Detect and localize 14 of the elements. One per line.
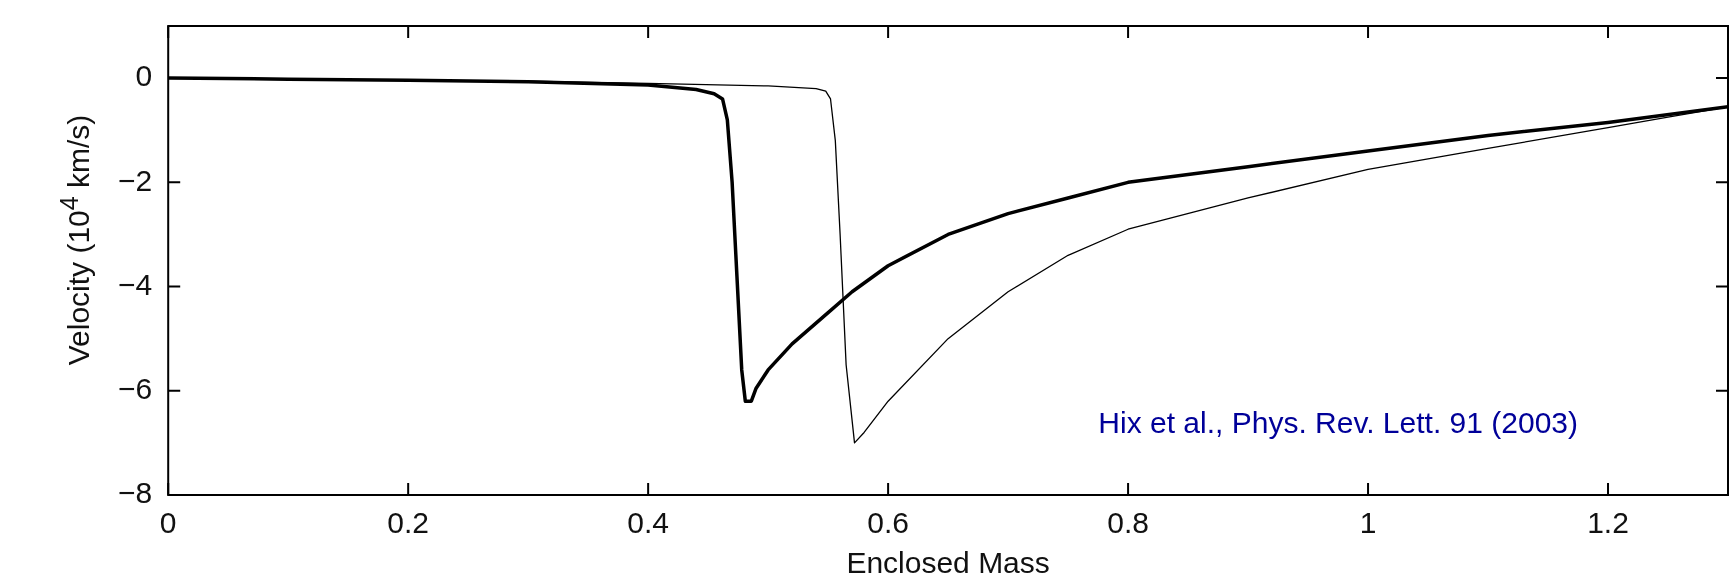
x-tick-label: 1 bbox=[1359, 506, 1377, 540]
annotation: Hix et al., Phys. Rev. Lett. 91 (2003) bbox=[1098, 406, 1578, 440]
y-tick-label: 0 bbox=[135, 59, 153, 93]
x-tick-label: 0.6 bbox=[867, 506, 909, 540]
x-tick-label: 1.2 bbox=[1587, 506, 1629, 540]
x-tick-label: 0.2 bbox=[387, 506, 430, 540]
y-tick-label: −2 bbox=[117, 163, 153, 197]
x-tick-label: 0.4 bbox=[627, 506, 669, 540]
y-tick-label: −6 bbox=[117, 372, 153, 406]
x-tick-label: 0.8 bbox=[1107, 506, 1149, 540]
y-tick-label: −8 bbox=[117, 476, 153, 510]
y-tick-label: −4 bbox=[117, 267, 153, 301]
x-axis-title: Enclosed Mass bbox=[846, 546, 1050, 580]
x-tick-label: 0 bbox=[159, 506, 177, 540]
